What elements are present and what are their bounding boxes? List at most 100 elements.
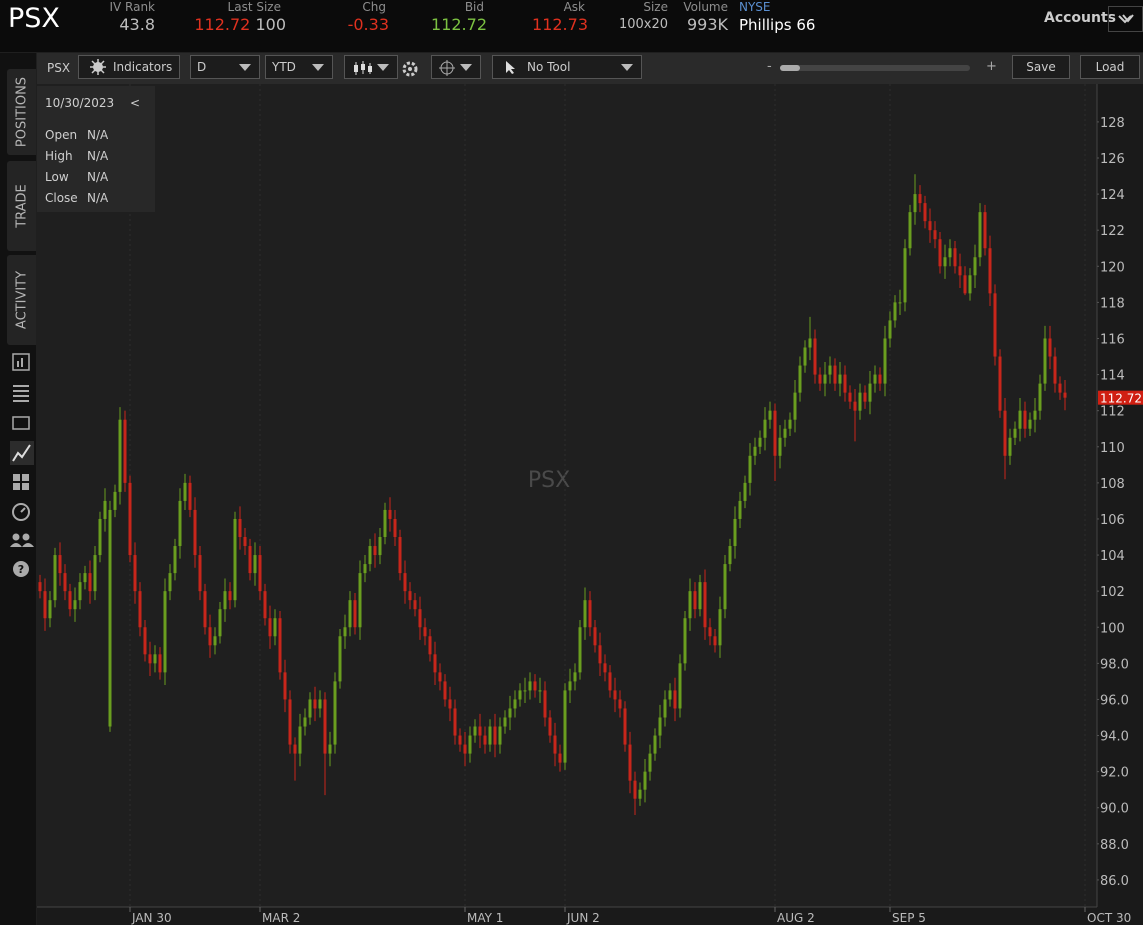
candle-body bbox=[193, 509, 197, 556]
candle-body bbox=[218, 609, 222, 637]
aggregation-select[interactable]: D bbox=[190, 55, 260, 79]
candle-body bbox=[778, 437, 782, 456]
candle-body bbox=[873, 374, 877, 384]
zoom-slider[interactable] bbox=[780, 65, 970, 71]
candle-body bbox=[88, 573, 92, 592]
y-tick-label: 106 bbox=[1100, 513, 1125, 528]
zoom-out[interactable]: - bbox=[767, 59, 772, 74]
candle-body bbox=[1063, 392, 1067, 398]
candle-body bbox=[813, 338, 817, 375]
candle-body bbox=[968, 275, 972, 294]
candle-body bbox=[53, 555, 57, 601]
candle-body bbox=[123, 419, 127, 483]
field-label: Ask bbox=[563, 0, 585, 14]
info-label: Close bbox=[45, 191, 78, 205]
candle-body bbox=[373, 546, 377, 556]
candle-body bbox=[963, 275, 967, 294]
candle-body bbox=[288, 699, 292, 745]
candle-body bbox=[298, 726, 302, 754]
candle-body bbox=[333, 681, 337, 745]
field-label: Chg bbox=[362, 0, 386, 14]
load-button[interactable]: Load bbox=[1080, 55, 1140, 79]
candle-body bbox=[103, 500, 107, 519]
candle-body bbox=[458, 735, 462, 745]
select-value: YTD bbox=[272, 60, 296, 74]
field: Volume 993K bbox=[683, 0, 728, 36]
sidebar-tab[interactable]: POSITIONS bbox=[7, 69, 36, 155]
candle-body bbox=[598, 645, 602, 664]
info-back[interactable]: < bbox=[130, 96, 141, 110]
menu-toggle[interactable] bbox=[1108, 6, 1143, 32]
y-tick-label: 128 bbox=[1100, 116, 1125, 131]
candle-body bbox=[518, 690, 522, 700]
candle-body bbox=[178, 500, 182, 547]
candle-body bbox=[523, 690, 527, 692]
candle-body bbox=[693, 591, 697, 610]
candle-body bbox=[738, 500, 742, 519]
candle-body bbox=[793, 392, 797, 420]
y-tick-label: 126 bbox=[1100, 152, 1125, 167]
sidebar-tab[interactable]: TRADE bbox=[7, 161, 36, 251]
candle-body bbox=[568, 681, 572, 691]
candle-body bbox=[543, 690, 547, 718]
candle-body bbox=[493, 726, 497, 745]
candle-body bbox=[853, 401, 857, 411]
candle-body bbox=[223, 591, 227, 610]
candle-body bbox=[443, 681, 447, 700]
candle-body bbox=[98, 518, 102, 556]
candle-body bbox=[848, 392, 852, 402]
tab-label: ACTIVITY bbox=[14, 270, 29, 330]
candle-body bbox=[498, 726, 502, 745]
field-value: -0.33 bbox=[347, 15, 389, 34]
candle-body bbox=[258, 555, 262, 592]
candle-body bbox=[593, 627, 597, 646]
candle-body bbox=[313, 699, 317, 709]
chart-type-select[interactable] bbox=[344, 55, 398, 79]
candle-body bbox=[138, 591, 142, 628]
field: Bid 112.72 bbox=[431, 0, 487, 36]
zoom-in[interactable]: + bbox=[986, 59, 997, 74]
candle-body bbox=[938, 239, 942, 267]
candle-body bbox=[923, 203, 927, 222]
candle-body bbox=[108, 509, 112, 727]
drawing-tool-select[interactable]: No Tool bbox=[492, 55, 642, 79]
candle-body bbox=[478, 726, 482, 736]
y-tick-label: 86.0 bbox=[1100, 874, 1129, 889]
candle-body bbox=[563, 690, 567, 763]
info-panel: 10/30/2023 < Open N/A High N/A Low N/A Close N/… bbox=[37, 86, 155, 212]
info-label: High bbox=[45, 149, 73, 163]
indicators-button[interactable]: Indicators bbox=[78, 55, 180, 79]
save-button[interactable]: Save bbox=[1012, 55, 1070, 79]
candle-body bbox=[908, 212, 912, 249]
candle-body bbox=[1053, 356, 1057, 384]
candle-body bbox=[728, 546, 732, 565]
candle-body bbox=[758, 437, 762, 447]
candle-body bbox=[418, 609, 422, 628]
chart: PSX 86.0 88.0 90.0 92.0 94.0 96.0 98.0 100 102 104… bbox=[37, 84, 1143, 925]
candle-body bbox=[713, 636, 717, 646]
candle-body bbox=[623, 708, 627, 745]
candle-body bbox=[753, 446, 757, 456]
field-value: 100 bbox=[255, 15, 286, 34]
candle-body bbox=[143, 627, 147, 655]
range-select[interactable]: YTD bbox=[265, 55, 333, 79]
candle-body bbox=[153, 654, 157, 664]
select-value: D bbox=[197, 60, 207, 74]
candle-body bbox=[1028, 419, 1032, 429]
settings-icon[interactable] bbox=[401, 60, 419, 78]
candle-body bbox=[533, 681, 537, 691]
sidebar-tab[interactable]: ACTIVITY bbox=[7, 255, 36, 345]
x-tick-label: OCT 30 bbox=[1087, 911, 1131, 925]
candle-body bbox=[663, 699, 667, 718]
candle-body bbox=[673, 690, 677, 709]
candle-body bbox=[428, 636, 432, 655]
field-value: 112.73 bbox=[532, 15, 588, 34]
x-tick-label: JUN 2 bbox=[566, 911, 600, 925]
info-value: N/A bbox=[87, 128, 109, 142]
candle-body bbox=[248, 546, 252, 574]
crosshair-select[interactable] bbox=[431, 55, 481, 79]
candle-body bbox=[188, 482, 192, 510]
candle-body bbox=[378, 537, 382, 556]
candle-body bbox=[233, 518, 237, 601]
